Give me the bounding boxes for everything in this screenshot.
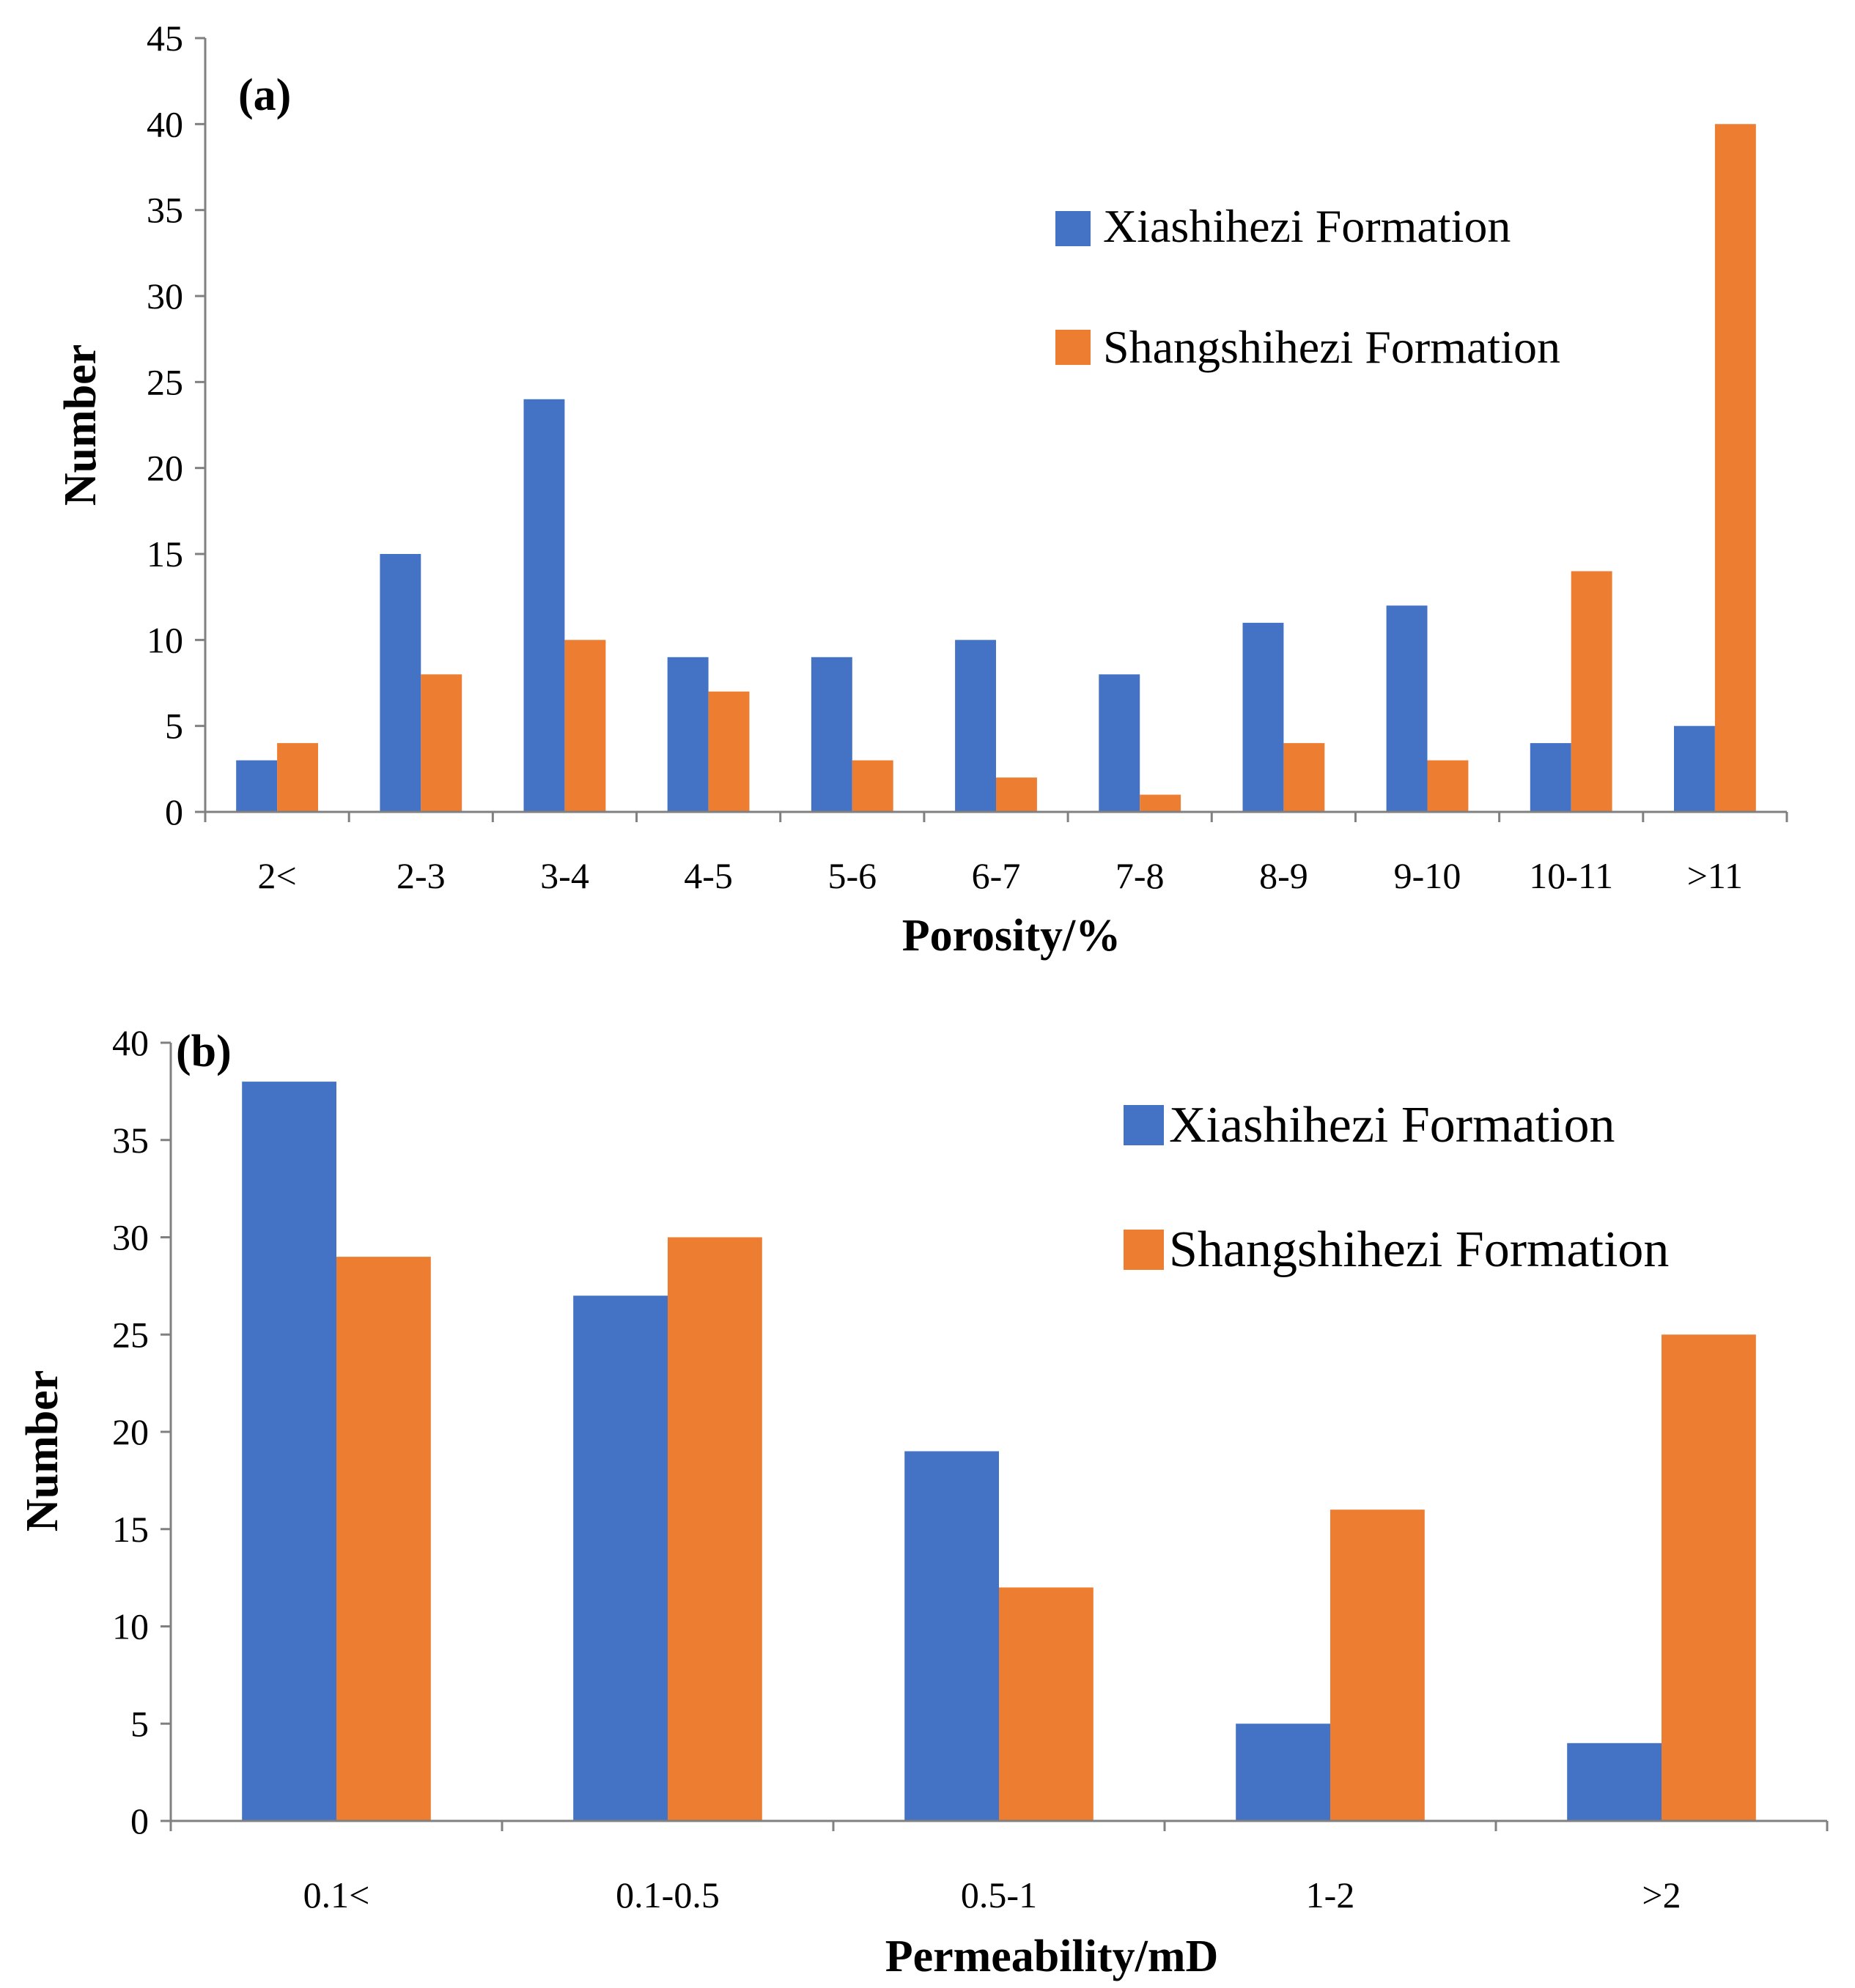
chart-a-bar-s2-7 [1140,794,1181,812]
chart-b-legend-label-xiashihezi: Xiashihezi Formation [1169,1097,1615,1153]
chart-b-bar-s2-3 [999,1587,1094,1821]
chart-a-x-tick-label-5: 5-6 [827,855,877,896]
chart-b-x-tick-label-3: 0.5-1 [961,1874,1037,1915]
chart-b-y-ticks: 0 5 10 15 20 25 30 35 40 [112,1022,149,1841]
chart-b-bar-s1-5 [1567,1743,1662,1821]
chart-a-x-tick-label-4: 4-5 [684,855,733,896]
chart-a-bar-s1-5 [811,657,852,812]
chart-b-bars [242,1082,1756,1822]
chart-a-y-ticks: 0 5 10 15 20 25 30 35 40 45 [147,18,183,832]
chart-a-legend-swatch-shangshihezi [1055,330,1091,365]
chart-b-y-axis-title: Number [18,1370,67,1531]
chart-a-bar-s1-7 [1099,674,1140,812]
chart-a-bar-s2-10 [1571,571,1612,812]
chart-b-y-tick-label-5: 25 [112,1314,149,1355]
chart-a-x-tick-label-10: 10-11 [1529,855,1613,896]
chart-a-axes [195,37,1788,822]
chart-a-bar-s1-9 [1386,605,1428,812]
chart-b-x-axis-title: Permeability/mD [885,1932,1219,1981]
chart-b-legend-label-shangshihezi: Shangshihezi Formation [1169,1222,1669,1278]
chart-b-legend-swatch-shangshihezi [1124,1230,1164,1270]
chart-a-y-tick-label-8: 40 [147,103,183,144]
chart-a-bar-s2-5 [852,760,893,812]
chart-a-bar-s1-4 [667,657,709,812]
chart-a-y-tick-label-4: 20 [147,448,183,489]
chart-b-x-tick-label-4: 1-2 [1306,1874,1355,1915]
chart-b-bar-s2-2 [668,1237,762,1821]
chart-a-legend-label-shangshihezi: Shangshihezi Formation [1103,321,1560,373]
chart-b-panel-label: (b) [176,1027,232,1076]
chart-b-permeability: 0 5 10 15 20 25 30 35 40 0.1< 0.1-0.5 0.5-1 1-2 >2 (… [18,1022,1829,1981]
chart-a-x-tick-label-3: 3-4 [540,855,589,896]
chart-a-bar-s1-3 [523,399,565,812]
chart-a-x-tick-label-8: 8-9 [1259,855,1308,896]
chart-b-y-tick-label-3: 15 [112,1509,149,1550]
chart-a-y-tick-label-7: 35 [147,190,183,231]
chart-b-legend-swatch-xiashihezi [1124,1105,1164,1145]
chart-b-bar-s1-2 [573,1296,668,1821]
chart-a-x-tick-label-11: >11 [1687,855,1743,896]
chart-a-bar-s2-4 [708,691,750,812]
chart-b-y-tick-label-6: 30 [112,1217,149,1258]
chart-a-y-tick-label-6: 30 [147,276,183,317]
chart-a-bars [236,124,1756,813]
chart-b-x-tick-label-5: >2 [1642,1874,1681,1915]
chart-b-x-tick-label-2: 0.1-0.5 [616,1874,720,1915]
chart-a-bar-s2-1 [277,743,318,812]
chart-a-bar-s1-11 [1674,725,1715,812]
chart-a-panel-label: (a) [238,70,291,120]
chart-b-bar-s1-3 [904,1451,999,1821]
chart-a-legend: Xiashihezi Formation Shangshihezi Format… [1055,200,1560,373]
chart-a-bar-s1-2 [380,554,421,812]
chart-a-x-tick-label-6: 6-7 [972,855,1021,896]
chart-a-legend-swatch-xiashihezi [1055,211,1091,246]
chart-a-y-tick-label-9: 45 [147,18,183,59]
chart-a-x-tick-label-7: 7-8 [1115,855,1165,896]
chart-b-legend: Xiashihezi Formation Shangshihezi Format… [1124,1097,1669,1278]
chart-a-x-tick-label-2: 2-3 [397,855,446,896]
chart-b-bar-s2-1 [336,1257,431,1821]
chart-b-y-tick-label-8: 40 [112,1022,149,1063]
chart-b-y-tick-label-7: 35 [112,1120,149,1161]
chart-a-y-tick-label-0: 0 [165,791,183,832]
chart-a-porosity: 0 5 10 15 20 25 30 35 40 45 2< 2-3 3-4 4-5 5-6 6-7 7-8 8… [56,18,1788,961]
chart-a-bar-s2-3 [564,640,606,812]
chart-a-bar-s1-1 [236,760,278,812]
chart-a-bar-s2-6 [996,777,1037,812]
chart-b-bar-s2-4 [1330,1510,1425,1821]
chart-a-y-axis-title: Number [56,344,106,506]
chart-a-x-ticks: 2< 2-3 3-4 4-5 5-6 6-7 7-8 8-9 9-10 10-11 >11 [257,855,1743,896]
chart-a-bar-s1-6 [955,640,996,812]
chart-b-bar-s1-4 [1236,1723,1330,1822]
chart-a-x-tick-label-1: 2< [257,855,296,896]
chart-a-bar-s1-8 [1242,622,1284,812]
chart-b-bar-s1-1 [242,1082,336,1821]
chart-b-y-tick-label-0: 0 [130,1800,149,1841]
chart-b-y-tick-label-2: 10 [112,1606,149,1647]
chart-a-bar-s2-8 [1283,743,1325,812]
chart-b-x-tick-label-1: 0.1< [303,1874,370,1915]
chart-a-x-tick-label-9: 9-10 [1394,855,1461,896]
chart-b-x-ticks: 0.1< 0.1-0.5 0.5-1 1-2 >2 [303,1874,1681,1915]
chart-a-bar-s2-9 [1427,760,1469,812]
chart-a-y-tick-label-2: 10 [147,619,183,660]
chart-a-y-tick-label-5: 25 [147,361,183,402]
chart-a-y-tick-label-3: 15 [147,533,183,574]
chart-a-bar-s2-11 [1714,124,1756,813]
chart-a-bar-s2-2 [421,674,462,812]
chart-b-y-tick-label-1: 5 [130,1703,149,1744]
chart-b-bar-s2-5 [1662,1334,1756,1822]
chart-a-bar-s1-10 [1530,743,1571,812]
chart-a-x-axis-title: Porosity/% [902,911,1121,961]
chart-b-y-tick-label-4: 20 [112,1411,149,1452]
chart-b-axes [161,1041,1829,1831]
chart-a-y-tick-label-1: 5 [165,706,183,747]
chart-a-legend-label-xiashihezi: Xiashihezi Formation [1103,200,1511,252]
